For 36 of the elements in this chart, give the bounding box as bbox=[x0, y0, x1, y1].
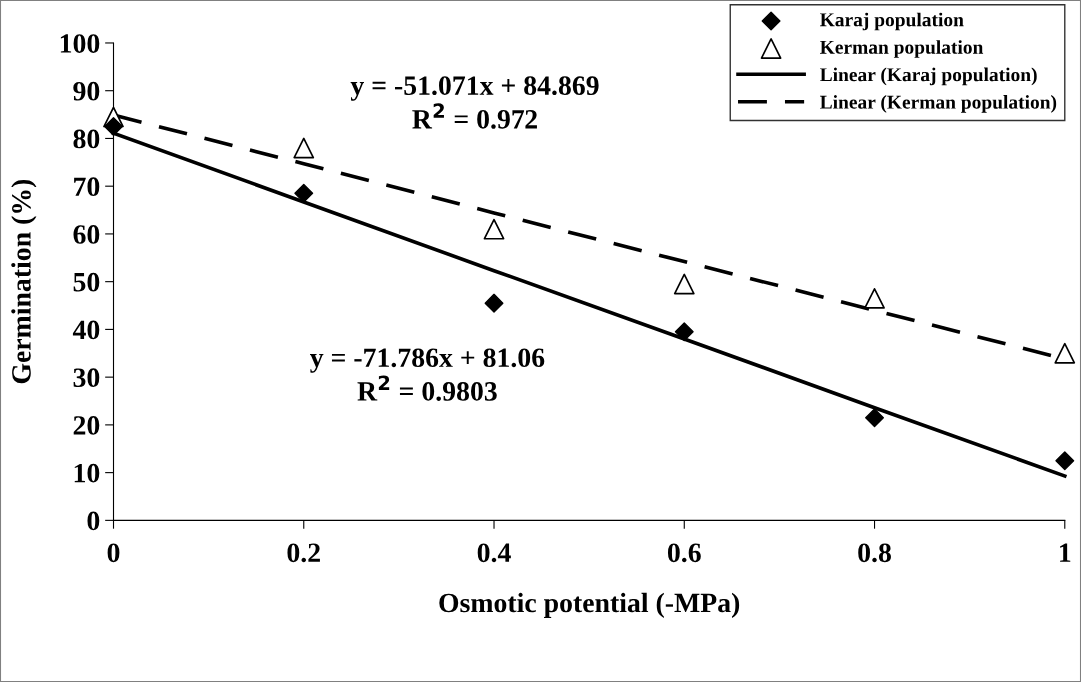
x-tick-label: 0.8 bbox=[858, 543, 891, 563]
point bbox=[674, 322, 694, 342]
x-tick-label: 0.6 bbox=[667, 543, 701, 563]
y-tick-label: 70 bbox=[74, 177, 100, 197]
point bbox=[484, 293, 504, 313]
y-tick-label: 50 bbox=[73, 272, 100, 292]
point bbox=[864, 287, 885, 309]
y-tick-label: 10 bbox=[74, 463, 100, 483]
y-tick-label: 40 bbox=[72, 320, 100, 340]
annotation: y = -51.071x + 84.869 R$^{2}$ = 0.972 bbox=[350, 76, 599, 129]
point bbox=[294, 183, 314, 203]
y-tick-label: 30 bbox=[73, 368, 100, 388]
point bbox=[673, 273, 695, 295]
x-tick-label: 0 bbox=[107, 543, 120, 563]
y-tick-label: 20 bbox=[73, 416, 100, 435]
point bbox=[293, 137, 315, 159]
point bbox=[865, 408, 885, 428]
legend-label: Linear (Karaj population) bbox=[820, 67, 1037, 86]
y-tick-label: 90 bbox=[73, 81, 100, 101]
y-tick-label: 60 bbox=[73, 225, 100, 244]
point bbox=[483, 218, 505, 240]
legend-label: Kerman population bbox=[820, 40, 984, 58]
y-axis-title: Germination (%) bbox=[11, 179, 37, 384]
annotation: y = -71.786x + 81.06 R$^{2}$ = 0.9803 bbox=[310, 348, 545, 401]
x-axis-title: Osmotic potential (-MPa) bbox=[439, 592, 740, 618]
point bbox=[1054, 342, 1076, 364]
y-tick-label: 0 bbox=[87, 511, 100, 531]
y-tick-label: 100 bbox=[60, 34, 100, 53]
x-tick-label: 0.2 bbox=[287, 543, 320, 563]
point bbox=[104, 117, 123, 136]
x-tick-label: 1 bbox=[1060, 543, 1071, 562]
legend-label: Karaj population bbox=[820, 12, 964, 31]
point bbox=[1055, 451, 1075, 471]
y-tick-label: 80 bbox=[73, 129, 100, 149]
x-tick-label: 0.4 bbox=[477, 543, 511, 563]
legend-label: Linear (Kerman population) bbox=[820, 95, 1057, 113]
